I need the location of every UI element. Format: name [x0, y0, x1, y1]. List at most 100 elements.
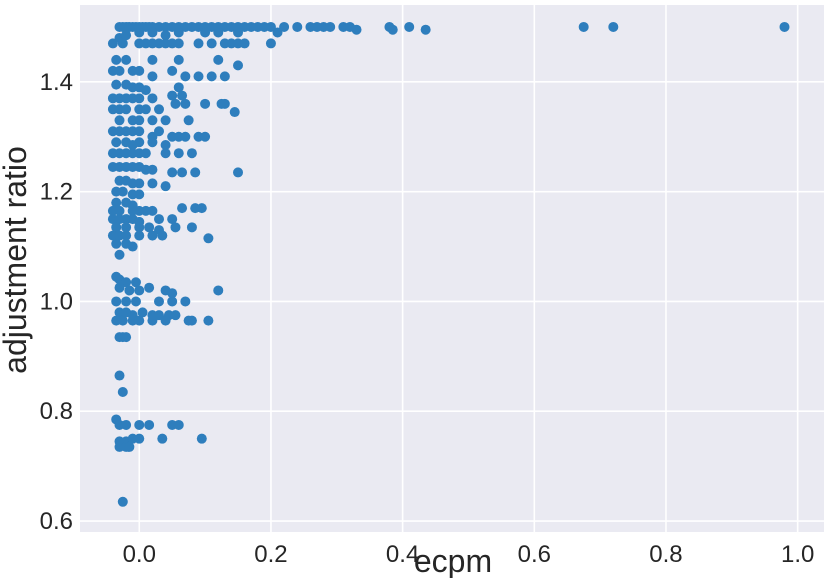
scatter-point [134, 93, 145, 104]
scatter-point [186, 222, 197, 233]
scatter-point [239, 38, 250, 49]
scatter-point [134, 285, 145, 296]
scatter-point [157, 230, 168, 241]
scatter-point [154, 126, 165, 137]
scatter-point [114, 205, 125, 216]
x-tick-label: 0.0 [123, 541, 156, 568]
scatter-point [144, 419, 155, 430]
scatter-point [193, 38, 204, 49]
scatter-point [111, 137, 122, 148]
scatter-point [130, 277, 141, 288]
scatter-point [134, 178, 145, 189]
scatter-point [134, 137, 145, 148]
scatter-point [147, 178, 158, 189]
scatter-point [134, 65, 145, 76]
scatter-point [111, 296, 122, 307]
scatter-point [170, 310, 181, 321]
scatter-point [213, 54, 224, 65]
scatter-point [177, 167, 188, 178]
scatter-point [134, 27, 145, 38]
scatter-point [134, 315, 145, 326]
scatter-point [420, 24, 431, 35]
axes-background [80, 5, 824, 532]
scatter-point [229, 107, 240, 118]
scatter-point [180, 131, 191, 142]
scatter-point [203, 315, 214, 326]
y-tick-label: 0.6 [40, 508, 73, 535]
x-tick-label: 0.2 [254, 541, 287, 568]
scatter-point [114, 115, 125, 126]
scatter-point [213, 27, 224, 38]
scatter-point [130, 296, 141, 307]
scatter-point [117, 186, 128, 197]
scatter-point [157, 433, 168, 444]
x-tick-label: 0.6 [518, 541, 551, 568]
y-tick-labels: 0.6 0.8 1.0 1.2 1.4 [40, 69, 73, 535]
scatter-point [134, 126, 145, 137]
scatter-point [121, 332, 132, 343]
scatter-point [325, 21, 336, 32]
scatter-point [186, 148, 197, 159]
scatter-point [233, 27, 244, 38]
scatter-point [219, 71, 230, 82]
scatter-point [111, 79, 122, 90]
x-tick-label: 0.4 [386, 541, 419, 568]
scatter-point [196, 203, 207, 214]
scatter-point [160, 115, 171, 126]
x-tick-label: 0.8 [649, 541, 682, 568]
scatter-point [160, 315, 171, 326]
scatter-point [121, 54, 132, 65]
scatter-point [147, 27, 158, 38]
scatter-point [134, 115, 145, 126]
scatter-point [183, 115, 194, 126]
scatter-point [121, 296, 132, 307]
scatter-point [147, 115, 158, 126]
y-tick-label: 1.0 [40, 288, 73, 315]
scatter-point [177, 90, 188, 101]
scatter-point [167, 167, 178, 178]
scatter-point [154, 214, 165, 225]
scatter-point [160, 30, 171, 41]
scatter-point [160, 148, 171, 159]
scatter-point [351, 24, 362, 35]
scatter-point [173, 82, 184, 93]
scatter-point [107, 38, 118, 49]
scatter-point [167, 288, 178, 299]
scatter-point [200, 98, 211, 109]
scatter-point [111, 238, 122, 249]
scatter-point [160, 181, 171, 192]
scatter-point [779, 21, 790, 32]
scatter-point [200, 131, 211, 142]
scatter-point [272, 27, 283, 38]
scatter-point [114, 370, 125, 381]
scatter-point [117, 38, 128, 49]
scatter-point [121, 277, 132, 288]
scatter-point [173, 148, 184, 159]
scatter-point [121, 222, 132, 233]
scatter-point [608, 21, 619, 32]
scatter-point [127, 241, 138, 252]
scatter-point [140, 85, 151, 96]
scatter-point [213, 285, 224, 296]
x-tick-label: 1.0 [781, 541, 814, 568]
scatter-point [183, 315, 194, 326]
scatter-point [134, 230, 145, 241]
scatter-point [117, 496, 128, 507]
scatter-point [147, 137, 158, 148]
scatter-point [121, 104, 132, 115]
scatter-point [154, 310, 165, 321]
scatter-point [111, 54, 122, 65]
x-tick-labels: 0.0 0.2 0.4 0.6 0.8 1.0 [123, 541, 815, 568]
scatter-point [177, 203, 188, 214]
scatter-point [180, 296, 191, 307]
scatter-point [180, 71, 191, 82]
scatter-point [147, 93, 158, 104]
scatter-point [173, 54, 184, 65]
plot-area [80, 5, 824, 532]
scatter-point [147, 205, 158, 216]
scatter-point [216, 98, 227, 109]
scatter-point [111, 197, 122, 208]
scatter-point [203, 233, 214, 244]
scatter-point [206, 71, 217, 82]
scatter-point [121, 30, 132, 41]
